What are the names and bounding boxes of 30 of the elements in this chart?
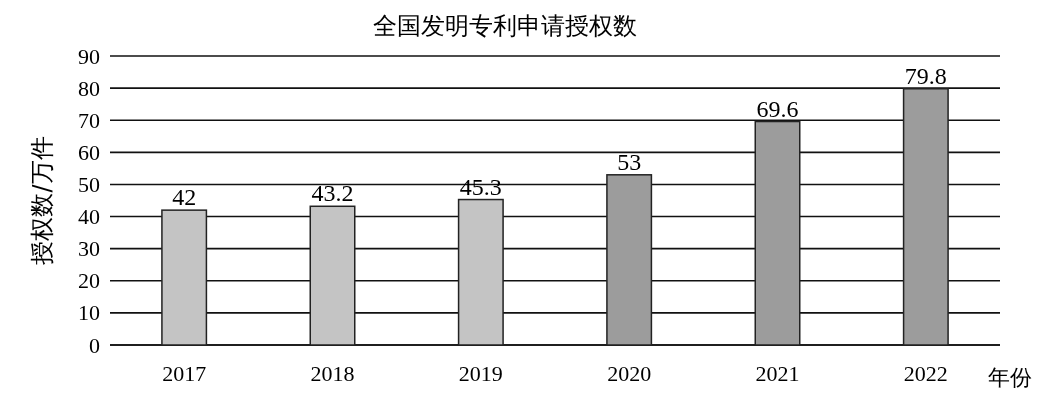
- bar: [309, 205, 356, 346]
- bar: [161, 209, 208, 346]
- x-tick-label: 2021: [755, 360, 800, 386]
- bar: [902, 88, 949, 346]
- x-tick-label: 2020: [607, 360, 652, 386]
- data-label: 69.6: [756, 95, 799, 122]
- chart-title: 全国发明专利申请授权数: [373, 12, 637, 40]
- y-tick-label: 0: [89, 332, 100, 358]
- x-tick-label: 2018: [310, 360, 355, 386]
- data-label: 79.8: [904, 62, 947, 89]
- bar: [606, 174, 653, 346]
- data-label: 43.2: [311, 180, 354, 207]
- x-tick-label: 2022: [903, 360, 948, 386]
- y-tick-label: 10: [78, 300, 100, 326]
- y-tick-label: 90: [78, 43, 100, 69]
- x-axis-title: 年份: [988, 365, 1032, 390]
- x-tick-label: 2017: [162, 360, 207, 386]
- y-tick-label: 40: [78, 204, 100, 230]
- y-tick-label: 30: [78, 236, 100, 262]
- y-tick-label: 70: [78, 107, 100, 133]
- y-tick-label: 80: [78, 75, 100, 101]
- bar: [457, 198, 504, 346]
- y-tick-label: 50: [78, 171, 100, 197]
- data-label: 42: [172, 184, 197, 211]
- x-tick-label: 2019: [458, 360, 503, 386]
- data-label: 53: [617, 148, 642, 175]
- bar: [754, 120, 801, 346]
- y-tick-label: 60: [78, 139, 100, 165]
- y-tick-label: 20: [78, 268, 100, 294]
- y-axis-title: 授权数/万件: [28, 136, 56, 265]
